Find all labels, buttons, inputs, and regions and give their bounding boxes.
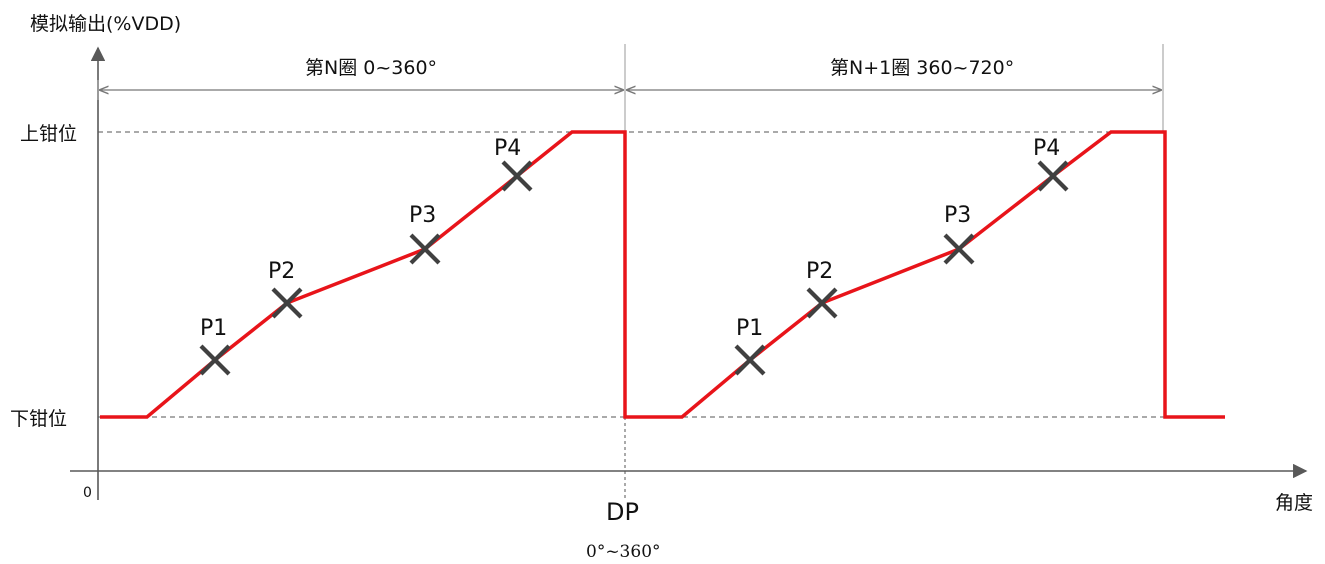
cross-marker-p2 bbox=[806, 287, 838, 319]
point-label-p2: P2 bbox=[268, 259, 295, 284]
cross-marker-p2 bbox=[271, 287, 303, 319]
cycle-n-label: 第N圈 0~360° bbox=[305, 57, 437, 79]
lower-clamp-label: 下钳位 bbox=[10, 408, 67, 430]
dp-range-label: 0°~360° bbox=[586, 542, 661, 562]
point-label-p2: P2 bbox=[806, 259, 833, 284]
origin-label: 0 bbox=[83, 485, 92, 501]
cross-marker-p1 bbox=[734, 344, 766, 376]
point-label-p3: P3 bbox=[409, 203, 436, 228]
upper-clamp-label: 上钳位 bbox=[20, 123, 77, 145]
cross-marker-p4 bbox=[501, 160, 533, 192]
point-label-p3: P3 bbox=[944, 203, 971, 228]
cross-marker-p1 bbox=[199, 344, 231, 376]
cross-marker-p4 bbox=[1037, 160, 1069, 192]
x-axis-label: 角度 bbox=[1275, 492, 1313, 514]
point-label-p1: P1 bbox=[736, 316, 763, 341]
cross-marker-p3 bbox=[409, 233, 441, 265]
point-label-p1: P1 bbox=[200, 316, 227, 341]
cycle-n1-label: 第N+1圈 360~720° bbox=[830, 57, 1014, 79]
cross-marker-p3 bbox=[943, 233, 975, 265]
dp-label: DP bbox=[606, 498, 639, 526]
y-axis-label: 模拟输出(%VDD) bbox=[30, 13, 181, 35]
point-markers bbox=[199, 160, 1069, 376]
point-label-p4: P4 bbox=[494, 136, 521, 161]
point-label-p4: P4 bbox=[1033, 136, 1060, 161]
